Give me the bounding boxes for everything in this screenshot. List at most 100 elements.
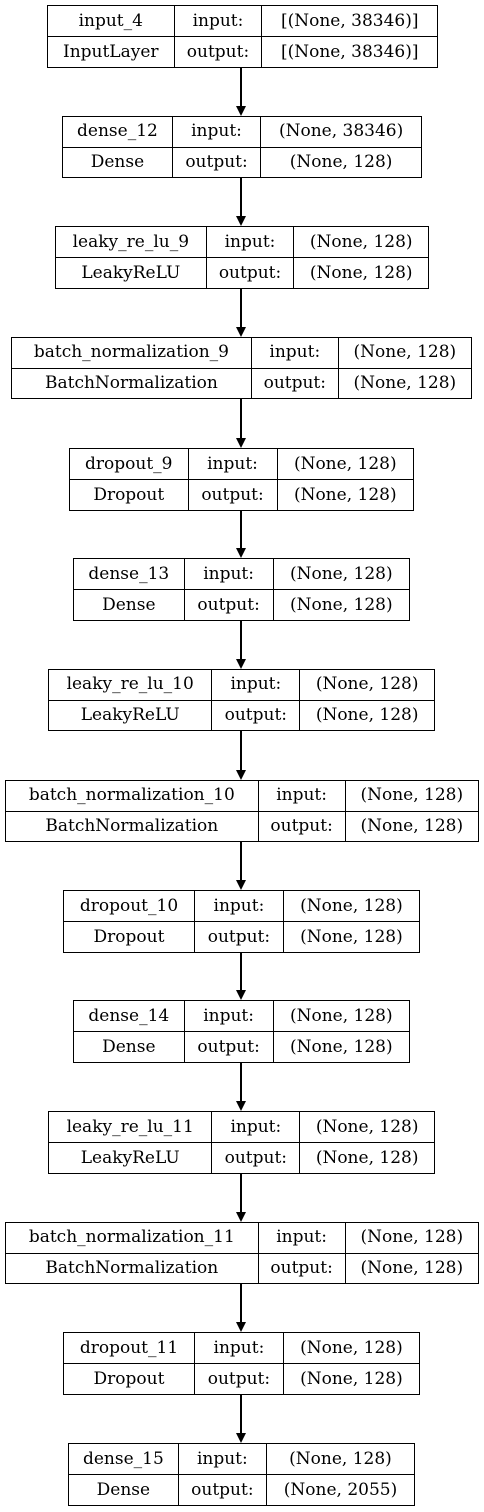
input-shape: (None, 128) [299, 670, 434, 701]
layer-node: dropout_10 input: (None, 128) Dropout output… [63, 890, 420, 953]
edge-line [240, 1174, 242, 1212]
layer-node: dense_15 input: (None, 128) Dense output: (No… [68, 1443, 415, 1506]
input-shape: (None, 128) [344, 1223, 478, 1254]
layer-name: leaky_re_lu_11 [49, 1112, 213, 1143]
layer-type: BatchNormalization [6, 810, 259, 841]
output-shape: [(None, 38346)] [261, 36, 437, 67]
output-label: output: [205, 257, 295, 288]
input-label: input: [194, 1333, 284, 1364]
arrow-head-icon [236, 327, 246, 337]
layer-type: LeakyReLU [49, 1142, 213, 1173]
layer-type: Dense [74, 589, 185, 620]
layer-node: leaky_re_lu_10 input: (None, 128) LeakyReLU… [48, 669, 435, 731]
output-label: output: [171, 146, 262, 177]
layer-name: dropout_10 [64, 891, 195, 922]
output-shape: (None, 128) [276, 479, 413, 510]
input-shape: (None, 128) [272, 1001, 409, 1032]
layer-name: dense_15 [69, 1444, 179, 1475]
output-label: output: [250, 367, 339, 398]
input-label: input: [194, 891, 284, 922]
layer-type: Dense [69, 1474, 179, 1505]
arrow-head-icon [236, 216, 246, 226]
input-label: input: [183, 1001, 274, 1032]
arrow-head-icon [236, 438, 246, 448]
layer-node: dense_12 input: (None, 38346) Dense output:(… [62, 116, 422, 178]
layer-name: dropout_9 [70, 449, 189, 480]
layer-name: leaky_re_lu_10 [49, 670, 213, 701]
input-shape: (None, 128) [266, 1444, 414, 1475]
output-label: output: [257, 1252, 346, 1283]
arrow-head-icon [236, 548, 246, 558]
layer-name: batch_normalization_11 [6, 1223, 259, 1254]
output-shape: (None, 128) [282, 921, 419, 952]
output-label: output: [183, 589, 274, 620]
layer-node: leaky_re_lu_11 input: (None, 128) LeakyReLU… [48, 1111, 435, 1174]
input-shape: (None, 128) [276, 449, 413, 480]
arrow-head-icon [236, 106, 246, 116]
input-shape: (None, 128) [299, 1112, 434, 1143]
layer-name: input_4 [48, 6, 175, 37]
edge-line [240, 1395, 242, 1433]
layer-type: LeakyReLU [56, 257, 207, 288]
output-shape: (None, 128) [299, 1142, 434, 1173]
layer-type: BatchNormalization [6, 1252, 259, 1283]
input-label: input: [211, 670, 301, 701]
input-shape: (None, 38346) [260, 117, 421, 148]
input-label: input: [257, 1223, 346, 1254]
output-label: output: [257, 810, 346, 841]
output-shape: (None, 128) [272, 1031, 409, 1062]
output-shape: (None, 128) [282, 1363, 419, 1394]
edge-line [240, 621, 242, 659]
layer-name: dense_12 [63, 117, 173, 148]
layer-node: dropout_9 input: (None, 128) Dropout output:… [69, 448, 414, 511]
arrow-head-icon [236, 770, 246, 780]
output-shape: (None, 128) [272, 589, 409, 620]
layer-name: leaky_re_lu_9 [56, 227, 207, 258]
output-label: output: [183, 1031, 274, 1062]
arrow-head-icon [236, 1212, 246, 1222]
output-label: output: [187, 479, 278, 510]
layer-node: dense_14 input: (None, 128) Dense output: (No… [73, 1000, 410, 1063]
layer-name: batch_normalization_10 [6, 781, 259, 812]
arrow-head-icon [236, 659, 246, 669]
input-shape: (None, 128) [293, 227, 428, 258]
layer-type: LeakyReLU [49, 699, 213, 730]
output-shape: (None, 128) [337, 367, 471, 398]
input-shape: (None, 128) [272, 559, 409, 590]
layer-node: dropout_11 input: (None, 128) Dropout output… [63, 1332, 420, 1395]
edge-line [240, 731, 242, 770]
layer-type: BatchNormalization [12, 367, 252, 398]
output-label: output: [177, 1474, 268, 1505]
output-label: output: [194, 1363, 284, 1394]
edge-line [240, 178, 242, 216]
output-label: output: [173, 36, 263, 67]
output-shape: (None, 128) [260, 146, 421, 177]
layer-name: dense_13 [74, 559, 185, 590]
input-label: input: [211, 1112, 301, 1143]
layer-type: InputLayer [48, 36, 175, 67]
edge-line [240, 399, 242, 438]
output-shape: (None, 2055) [266, 1474, 414, 1505]
layer-name: batch_normalization_9 [12, 338, 252, 369]
output-label: output: [211, 1142, 301, 1173]
arrow-head-icon [236, 880, 246, 890]
arrow-head-icon [236, 1101, 246, 1111]
layer-node: batch_normalization_11 input: (None, 128) B… [5, 1222, 479, 1284]
output-shape: (None, 128) [344, 810, 478, 841]
output-shape: (None, 128) [293, 257, 428, 288]
layer-node: dense_13 input: (None, 128) Dense output: (No… [73, 558, 410, 621]
edge-line [240, 289, 242, 327]
arrow-head-icon [236, 1322, 246, 1332]
layer-type: Dropout [64, 921, 195, 952]
input-label: input: [177, 1444, 268, 1475]
input-shape: (None, 128) [282, 1333, 419, 1364]
input-shape: (None, 128) [337, 338, 471, 369]
input-label: input: [257, 781, 346, 812]
arrow-head-icon [236, 990, 246, 1000]
arrow-head-icon [236, 1433, 246, 1443]
layer-node: batch_normalization_9 input: (None, 128) Ba… [11, 337, 472, 399]
layer-type: Dropout [64, 1363, 195, 1394]
edge-line [240, 842, 242, 880]
edge-line [240, 1284, 242, 1322]
